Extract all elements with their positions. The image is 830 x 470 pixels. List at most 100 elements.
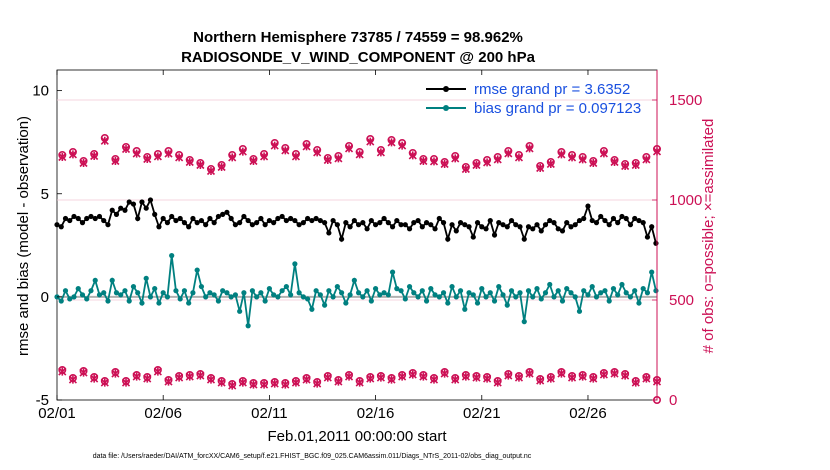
bias-point <box>339 290 345 296</box>
bias-point <box>479 286 485 292</box>
obs-assimilated-marker <box>504 149 513 158</box>
bias-point <box>377 292 383 298</box>
bias-point <box>636 300 642 306</box>
obs-assimilated-marker <box>493 155 502 164</box>
bias-point <box>317 292 323 298</box>
obs-assimilated-marker <box>408 151 417 160</box>
rmse-point <box>203 222 209 228</box>
rmse-point <box>623 215 629 222</box>
bias-point <box>500 292 506 298</box>
rmse-point <box>258 215 264 222</box>
bias-point <box>627 294 634 300</box>
bias-point <box>67 296 73 302</box>
bias-point <box>232 292 239 298</box>
bias-point <box>75 286 81 292</box>
bias-point <box>271 292 277 298</box>
obs-low-assimilated-marker <box>546 374 555 383</box>
rmse-point <box>351 217 357 224</box>
obs-assimilated-marker <box>483 158 492 167</box>
bias-point <box>79 292 86 298</box>
rmse-point <box>568 224 574 230</box>
bias-point <box>58 298 64 304</box>
obs-low-assimilated-marker <box>472 373 481 382</box>
y-right-tick-label: 1000 <box>669 192 702 209</box>
bias-point <box>525 288 532 294</box>
rmse-point <box>508 217 515 224</box>
bias-point <box>211 292 217 298</box>
bias-point <box>309 306 315 312</box>
rmse-point <box>440 220 447 226</box>
rmse-point <box>572 222 578 228</box>
obs-low-assimilated-marker <box>483 374 492 383</box>
obs-low-assimilated-marker <box>111 369 120 378</box>
obs-low-assimilated-marker <box>631 378 640 387</box>
bias-point <box>542 290 549 296</box>
bias-point <box>355 290 362 296</box>
bias-point <box>194 267 200 273</box>
obs-low-assimilated-marker <box>58 367 67 376</box>
y-right-tick-label: 500 <box>669 292 694 309</box>
obs-assimilated-marker <box>589 158 598 168</box>
bias-point <box>508 288 515 294</box>
obs-low-assimilated-marker <box>366 374 375 383</box>
bias-point <box>530 294 536 300</box>
rmse-point <box>517 224 523 230</box>
obs-assimilated-marker <box>175 153 184 162</box>
rmse-point <box>615 220 621 226</box>
bias-point <box>572 294 578 300</box>
rmse-point <box>88 213 94 220</box>
rmse-point <box>547 217 553 224</box>
legend-rmse-marker <box>443 86 449 92</box>
bias-point <box>517 290 523 296</box>
bias-point <box>623 290 629 296</box>
x-tick-label: 02/01 <box>38 405 76 422</box>
bias-point <box>126 298 132 304</box>
rmse-point <box>542 222 549 228</box>
rmse-point <box>190 215 196 222</box>
obs-assimilated-marker <box>387 138 396 147</box>
obs-low-assimilated-marker <box>175 373 184 382</box>
rmse-point <box>432 226 438 232</box>
rmse-point <box>181 220 188 226</box>
obs-low-assimilated-marker <box>621 371 630 380</box>
rmse-point <box>436 215 442 222</box>
obs-assimilated-marker <box>249 156 258 166</box>
obs-assimilated-marker <box>132 149 141 158</box>
bias-point <box>555 288 561 294</box>
bias-point <box>322 302 328 308</box>
bias-point <box>343 300 349 306</box>
obs-low-assimilated-marker <box>281 380 290 389</box>
bias-point <box>249 288 255 294</box>
obs-low-assimilated-marker <box>132 372 141 381</box>
obs-low-assimilated-marker <box>68 375 77 384</box>
obs-assimilated-marker <box>472 160 481 170</box>
rmse-point <box>636 217 642 224</box>
chart-title-line2: RADIOSONDE_V_WIND_COMPONENT @ 200 hPa <box>181 49 536 66</box>
obs-low-assimilated-marker <box>217 378 226 387</box>
rmse-point <box>130 201 137 207</box>
bias-point <box>360 294 366 300</box>
obs-assimilated-marker <box>514 153 524 162</box>
rmse-point <box>364 226 370 232</box>
rmse-point <box>462 222 468 228</box>
obs-low-assimilated-marker <box>440 369 449 378</box>
y-right-tick-label: 1500 <box>669 92 702 109</box>
rmse-point <box>423 220 430 226</box>
obs-assimilated-marker <box>355 150 364 159</box>
bias-point <box>177 296 183 302</box>
bias-point <box>466 290 472 296</box>
bias-point <box>649 269 655 275</box>
x-tick-label: 02/06 <box>144 405 182 422</box>
bias-point <box>381 290 387 296</box>
obs-assimilated-marker <box>291 152 301 161</box>
rmse-point <box>79 220 86 226</box>
rmse-point <box>313 215 319 222</box>
obs-assimilated-marker <box>185 157 194 167</box>
rmse-point <box>576 217 583 224</box>
rmse-point <box>122 207 128 213</box>
rmse-point <box>521 236 527 242</box>
rmse-point <box>105 222 111 228</box>
obs-low-assimilated-marker <box>313 379 322 388</box>
bias-point <box>147 294 154 300</box>
